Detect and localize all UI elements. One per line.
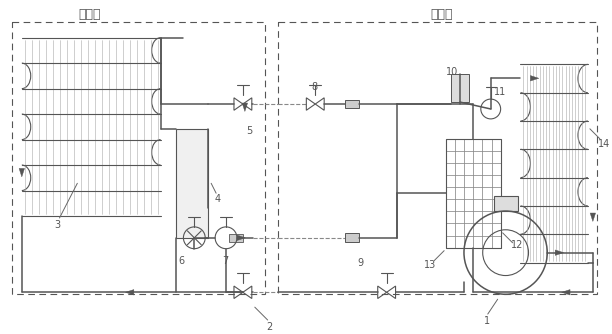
Text: 5: 5 [246,126,252,136]
Text: 6: 6 [179,256,185,266]
Text: 2: 2 [267,322,273,332]
Text: 8: 8 [312,82,318,92]
Polygon shape [562,290,570,295]
Text: 13: 13 [424,260,436,270]
Polygon shape [590,213,595,221]
Text: 室外机: 室外机 [78,8,100,21]
Polygon shape [19,168,24,177]
Text: 4: 4 [214,194,220,204]
Text: 10: 10 [446,67,458,77]
Polygon shape [237,235,245,240]
Bar [278,22,597,294]
Polygon shape [555,250,564,256]
Text: 1: 1 [484,316,490,326]
Bar [345,100,359,109]
Text: 12: 12 [510,240,523,250]
Polygon shape [125,290,134,295]
Bar [176,129,208,238]
Text: 3: 3 [54,220,61,230]
Text: 11: 11 [494,87,506,97]
Bar [494,196,518,211]
Text: 7: 7 [222,256,228,266]
Text: 14: 14 [598,139,610,149]
Text: 室内机: 室内机 [430,8,452,21]
Text: 9: 9 [357,258,363,268]
Bar [446,139,501,248]
Polygon shape [242,103,248,112]
Polygon shape [531,75,539,81]
Bar [345,233,359,242]
Bar [229,234,243,242]
Bar [451,74,469,102]
Bar [12,22,265,294]
